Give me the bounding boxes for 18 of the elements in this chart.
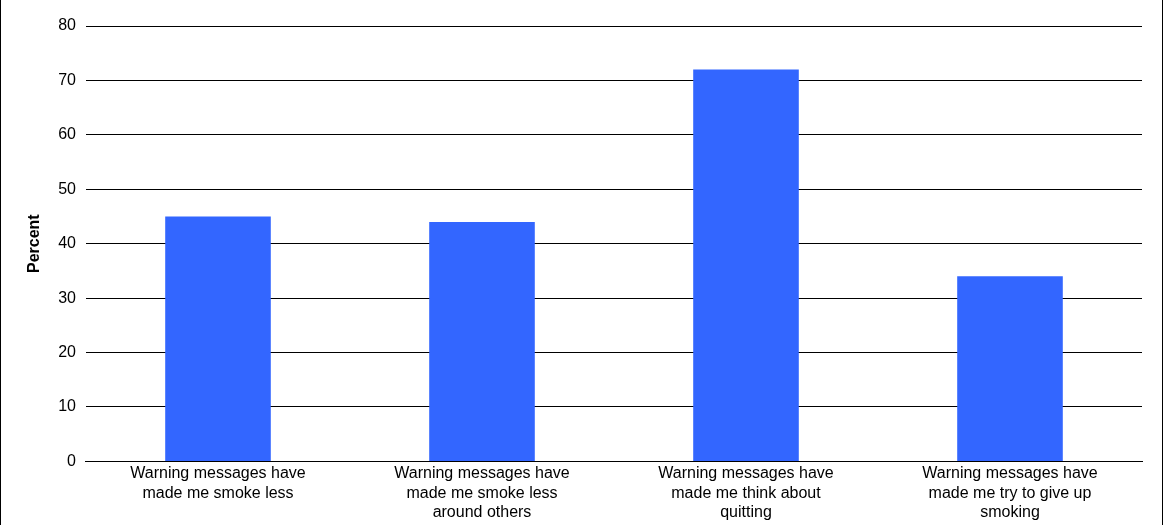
- x-tick-label: Warning messages have made me try to give up smoking: [922, 464, 1098, 520]
- y-tick-label: 0: [67, 451, 77, 469]
- x-tick-label: Warning messages have made me smoke less: [130, 464, 306, 501]
- y-axis-title: Percent: [25, 213, 43, 274]
- y-tick-label: 40: [58, 234, 77, 252]
- y-tick-label: 30: [58, 288, 77, 306]
- y-tick-label: 80: [58, 16, 77, 34]
- bar: [693, 69, 799, 461]
- bar: [165, 216, 271, 461]
- y-tick-label: 70: [58, 70, 77, 88]
- bar: [957, 276, 1063, 461]
- y-tick-label: 10: [58, 397, 77, 415]
- x-tick-label: Warning messages have made me smoke less around others: [394, 464, 570, 520]
- bar: [429, 221, 535, 461]
- y-tick-label: 60: [58, 125, 77, 143]
- y-tick-label: 50: [58, 179, 77, 197]
- x-tick-label: Warning messages have made me think about quitting: [658, 464, 834, 520]
- y-tick-label: 20: [58, 342, 77, 360]
